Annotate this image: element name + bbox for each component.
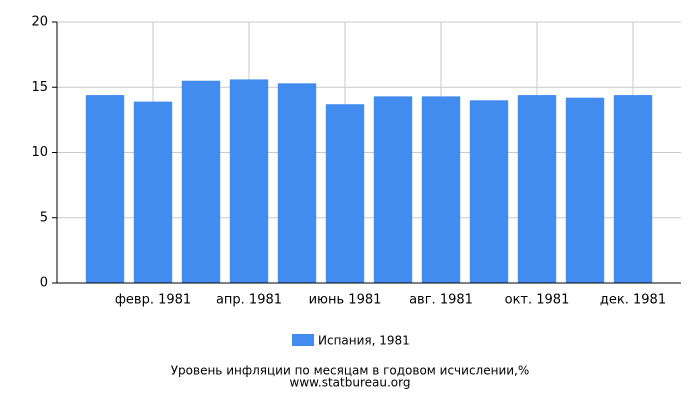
bar	[421, 96, 461, 283]
bar	[85, 95, 125, 283]
x-tick-label: июнь 1981	[309, 293, 382, 308]
chart-subtitle: www.statbureau.org	[290, 376, 411, 390]
y-tick-label: 10	[31, 145, 48, 160]
y-tick-label: 15	[31, 80, 48, 95]
bar	[517, 95, 557, 283]
bar	[565, 97, 605, 283]
x-tick-label: окт. 1981	[505, 293, 570, 308]
x-tick-label: февр. 1981	[115, 293, 191, 308]
bar	[469, 100, 509, 283]
bar	[613, 95, 653, 283]
x-tick-label: авг. 1981	[409, 293, 473, 308]
legend-swatch	[292, 334, 314, 346]
x-tick-label: апр. 1981	[216, 293, 282, 308]
bar	[181, 80, 221, 283]
chart-title: Уровень инфляции по месяцам в годовом ис…	[171, 364, 530, 378]
bar	[277, 83, 317, 284]
bar	[325, 104, 365, 283]
y-tick-label: 0	[40, 276, 48, 291]
bar	[229, 79, 269, 283]
legend-label: Испания, 1981	[318, 334, 410, 348]
bar	[133, 101, 173, 283]
x-tick-label: дек. 1981	[600, 293, 666, 308]
y-tick-label: 20	[31, 15, 48, 30]
bar	[373, 96, 413, 283]
y-tick-label: 5	[40, 210, 48, 225]
